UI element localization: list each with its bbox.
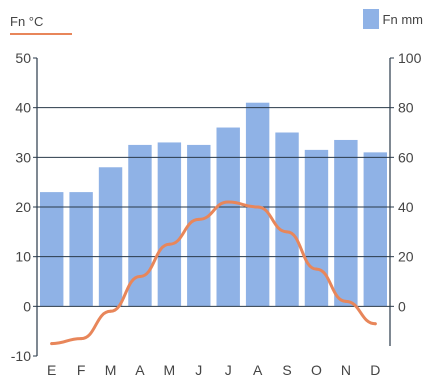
left-tick-label: 50 bbox=[15, 50, 31, 66]
right-tick-label: 40 bbox=[398, 199, 414, 215]
x-tick-label-9: S bbox=[282, 362, 291, 378]
right-tick-label: 60 bbox=[398, 149, 414, 165]
temperature-point-6 bbox=[197, 217, 201, 221]
left-tick-label: 10 bbox=[15, 249, 31, 265]
left-axis-unit-label: Fn °C bbox=[10, 14, 44, 29]
legend-swatch-precipitation bbox=[362, 9, 379, 29]
temperature-point-3 bbox=[109, 309, 113, 313]
temperature-point-4 bbox=[138, 275, 142, 279]
bar-3 bbox=[98, 167, 123, 307]
bar-10 bbox=[304, 149, 329, 307]
bar-11 bbox=[334, 139, 358, 307]
x-tick-label-8: A bbox=[253, 362, 263, 378]
bar-8 bbox=[245, 102, 270, 307]
temperature-point-10 bbox=[314, 267, 318, 271]
x-tick-label-4: A bbox=[135, 362, 145, 378]
x-tick-label-1: E bbox=[47, 362, 56, 378]
temperature-point-5 bbox=[167, 242, 171, 246]
temperature-point-11 bbox=[344, 299, 348, 303]
bar-4 bbox=[128, 144, 152, 307]
x-tick-label-12: D bbox=[370, 362, 380, 378]
temperature-point-9 bbox=[285, 230, 289, 234]
left-tick-label: -10 bbox=[11, 348, 31, 364]
bar-7 bbox=[216, 127, 240, 307]
x-tick-label-2: F bbox=[77, 362, 86, 378]
temperature-point-7 bbox=[226, 200, 230, 204]
legend: Fn mm bbox=[362, 9, 423, 29]
x-tick-label-6: J bbox=[195, 362, 202, 378]
temperature-point-2 bbox=[79, 337, 83, 341]
temperature-point-8 bbox=[256, 205, 260, 209]
legend-label-precipitation: Fn mm bbox=[382, 11, 423, 27]
x-tick-label-10: O bbox=[311, 362, 322, 378]
left-tick-label: 40 bbox=[15, 100, 31, 116]
x-tick-label-5: M bbox=[164, 362, 176, 378]
bar-12 bbox=[363, 152, 387, 307]
bar-5 bbox=[157, 142, 182, 307]
bar-1 bbox=[40, 192, 64, 307]
bar-2 bbox=[69, 192, 93, 307]
x-tick-label-7: J bbox=[225, 362, 232, 378]
right-tick-label: 80 bbox=[398, 100, 414, 116]
temperature-point-12 bbox=[373, 322, 377, 326]
bar-6 bbox=[187, 144, 211, 307]
right-tick-label: 100 bbox=[398, 50, 422, 66]
right-tick-label: 0 bbox=[398, 298, 406, 314]
left-axis-unit-underline bbox=[10, 33, 72, 35]
temperature-point-1 bbox=[50, 342, 54, 346]
left-tick-label: 30 bbox=[15, 149, 31, 165]
left-tick-label: 0 bbox=[23, 298, 31, 314]
x-tick-label-3: M bbox=[105, 362, 117, 378]
temperature-line bbox=[50, 200, 377, 346]
left-tick-label: 20 bbox=[15, 199, 31, 215]
right-tick-label: 20 bbox=[398, 249, 414, 265]
bar-9 bbox=[275, 132, 299, 307]
x-tick-label-11: N bbox=[341, 362, 351, 378]
